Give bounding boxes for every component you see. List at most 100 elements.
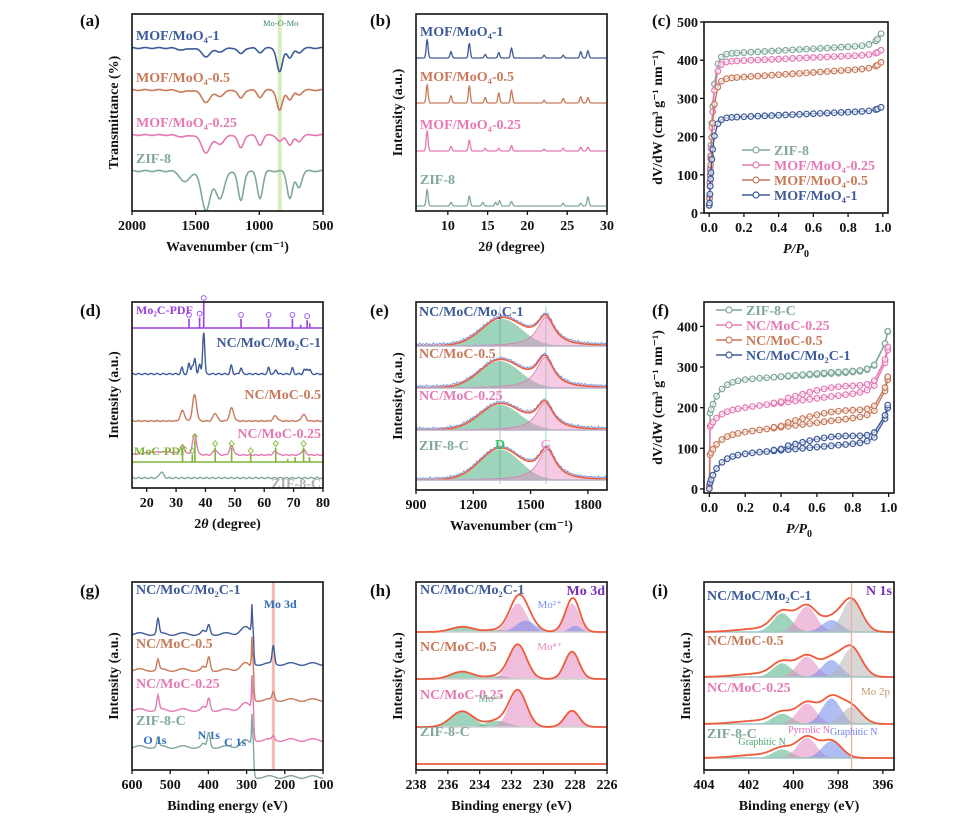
data-point — [807, 421, 813, 427]
data-point — [885, 374, 891, 380]
data-point — [885, 328, 891, 334]
x-tick-label: 300 — [236, 778, 257, 793]
x-tick-label: 20 — [140, 496, 154, 511]
series-label: MOF/MoO₄-0.5 — [774, 174, 868, 189]
data-point — [714, 442, 720, 448]
data-point — [800, 422, 806, 428]
data-point — [719, 437, 725, 443]
legend-marker — [753, 162, 759, 168]
x-tick-label: 900 — [406, 498, 427, 513]
data-point — [714, 415, 720, 421]
series-label: NC/MoC-0.25 — [746, 319, 830, 334]
x-tick-label: 396 — [872, 778, 893, 793]
series-label: MOF/MoO₄-1 — [420, 25, 504, 40]
data-point — [807, 371, 813, 377]
data-point — [750, 404, 756, 410]
data-point — [793, 372, 799, 378]
peak-annotation: N 1s — [198, 728, 221, 742]
data-point — [882, 385, 888, 391]
x-tick-label: 238 — [406, 778, 427, 793]
data-point — [730, 407, 736, 413]
data-point — [859, 66, 865, 72]
data-point — [811, 55, 817, 61]
y-axis-label: Intensity (a.u.) — [391, 352, 406, 440]
series-label: NC/MoC-0.5 — [244, 388, 321, 403]
series-label: NC/MoC-0.25 — [707, 681, 791, 696]
series-label: NC/MoC-0.5 — [746, 334, 823, 349]
data-point — [821, 444, 827, 450]
peak-label-g: G — [540, 438, 551, 453]
data-point — [762, 57, 768, 63]
x-tick-label: 234 — [469, 778, 490, 793]
data-point — [804, 70, 810, 76]
peak-annotation: O 1s — [143, 733, 166, 747]
series-label: NC/MoC/Mo₂C-1 — [746, 349, 851, 364]
series-label: NC/MoC-0.5 — [419, 347, 496, 362]
data-point — [707, 191, 713, 197]
series-line — [132, 135, 323, 154]
data-point — [818, 46, 824, 52]
data-point — [843, 433, 849, 439]
panel-i: (i)404 402 400 398 396Binding energy (eV)Int… — [652, 581, 894, 814]
series-label: ZIF-8-C — [271, 477, 321, 492]
data-point — [764, 375, 770, 381]
series-label: MOF/MoO₄-1 — [136, 29, 220, 44]
x-tick-label: 0.0 — [701, 501, 719, 516]
data-point — [735, 378, 741, 384]
data-point — [734, 114, 740, 120]
data-point — [866, 42, 872, 48]
data-point — [776, 112, 782, 118]
data-point — [807, 414, 813, 420]
data-point — [778, 374, 784, 380]
data-point — [831, 54, 837, 60]
data-point — [712, 101, 718, 107]
x-tick-label: 236 — [437, 778, 458, 793]
data-point — [864, 438, 870, 444]
series-line — [132, 604, 323, 665]
data-point — [742, 429, 748, 435]
series-label: ZIF-8-C — [420, 725, 470, 740]
data-point — [843, 416, 849, 422]
data-point — [800, 445, 806, 451]
x-tick-label: 0.6 — [805, 221, 823, 236]
data-point — [714, 466, 720, 472]
data-point — [836, 384, 842, 390]
peak-annotation: C 1s — [224, 735, 247, 749]
y-tick-label: 500 — [677, 16, 698, 31]
series-label: ZIF-8-C — [136, 714, 186, 729]
data-point — [807, 396, 813, 402]
data-point — [850, 391, 856, 397]
series-label: NC/MoC-0.5 — [707, 634, 784, 649]
data-point — [771, 447, 777, 453]
series-label: NC/MoC/Mo₂C-1 — [136, 583, 241, 598]
data-point — [797, 71, 803, 77]
series-label: NC/MoC-0.25 — [237, 427, 321, 442]
data-point — [843, 442, 849, 448]
data-point — [783, 71, 789, 77]
mo2c-marker — [201, 296, 206, 301]
data-point — [735, 452, 741, 458]
data-point — [836, 393, 842, 399]
x-tick-label: 228 — [565, 778, 586, 793]
series-label: MOF/MoO₄-0.5 — [420, 70, 514, 85]
data-point — [807, 438, 813, 444]
y-axis-label: Intensity (a.u.) — [107, 351, 122, 439]
data-point — [757, 449, 763, 455]
series-label: NC/MoC-0.5 — [420, 640, 497, 655]
data-point — [852, 67, 858, 73]
data-point — [857, 390, 863, 396]
data-point — [828, 394, 834, 400]
panel-letter: (a) — [80, 11, 100, 30]
series-label: ZIF-8 — [774, 144, 809, 159]
data-point — [857, 407, 863, 413]
data-point — [864, 412, 870, 418]
y-axis-label: Intensity (a.u.) — [391, 632, 406, 720]
x-tick-label: 232 — [501, 778, 522, 793]
data-point — [859, 52, 865, 58]
panel-letter: (g) — [80, 581, 100, 600]
data-point — [725, 434, 731, 440]
data-point — [778, 423, 784, 429]
data-point — [741, 58, 747, 64]
data-point — [814, 412, 820, 418]
x-axis-label: Binding energy (eV) — [167, 799, 288, 814]
